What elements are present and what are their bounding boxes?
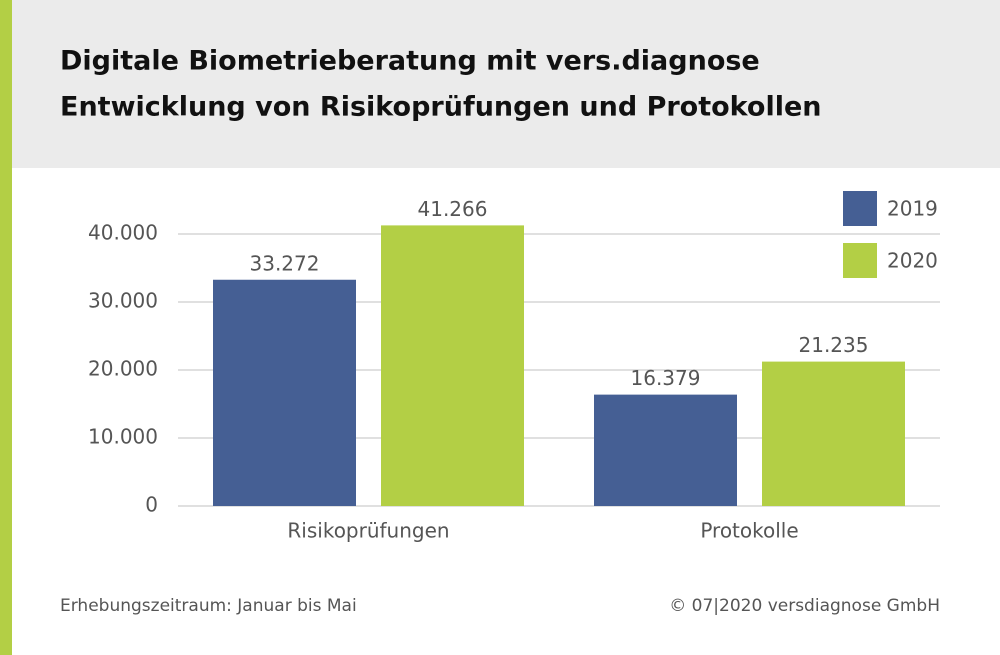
chart-subtitle: Entwicklung von Risikoprüfungen und Prot… — [60, 92, 822, 123]
bar — [213, 279, 356, 506]
y-tick-label: 0 — [145, 493, 158, 517]
value-label: 33.272 — [250, 251, 320, 275]
header-background — [0, 0, 1000, 168]
y-tick-label: 10.000 — [88, 425, 158, 449]
bar — [594, 394, 737, 506]
bar — [381, 225, 524, 506]
note: Erhebungszeitraum: Januar bis Mai — [60, 596, 357, 616]
source: © 07|2020 versdiagnose GmbH — [669, 596, 940, 616]
value-label: 41.266 — [418, 197, 488, 221]
y-tick-label: 30.000 — [88, 289, 158, 313]
y-tick-label: 40.000 — [88, 221, 158, 245]
legend-swatch — [843, 243, 877, 278]
y-tick-label: 20.000 — [88, 357, 158, 381]
chart-title: Digitale Biometrieberatung mit vers.diag… — [60, 46, 760, 77]
legend-label: 2019 — [887, 197, 938, 221]
legend-label: 2020 — [887, 249, 938, 273]
value-label: 16.379 — [631, 366, 701, 390]
x-tick-label: Protokolle — [700, 519, 798, 543]
legend-swatch — [843, 191, 877, 226]
accent-stripe — [0, 0, 12, 655]
value-label: 21.235 — [799, 333, 869, 357]
bar — [762, 361, 905, 506]
x-tick-label: Risikoprüfungen — [287, 519, 449, 543]
